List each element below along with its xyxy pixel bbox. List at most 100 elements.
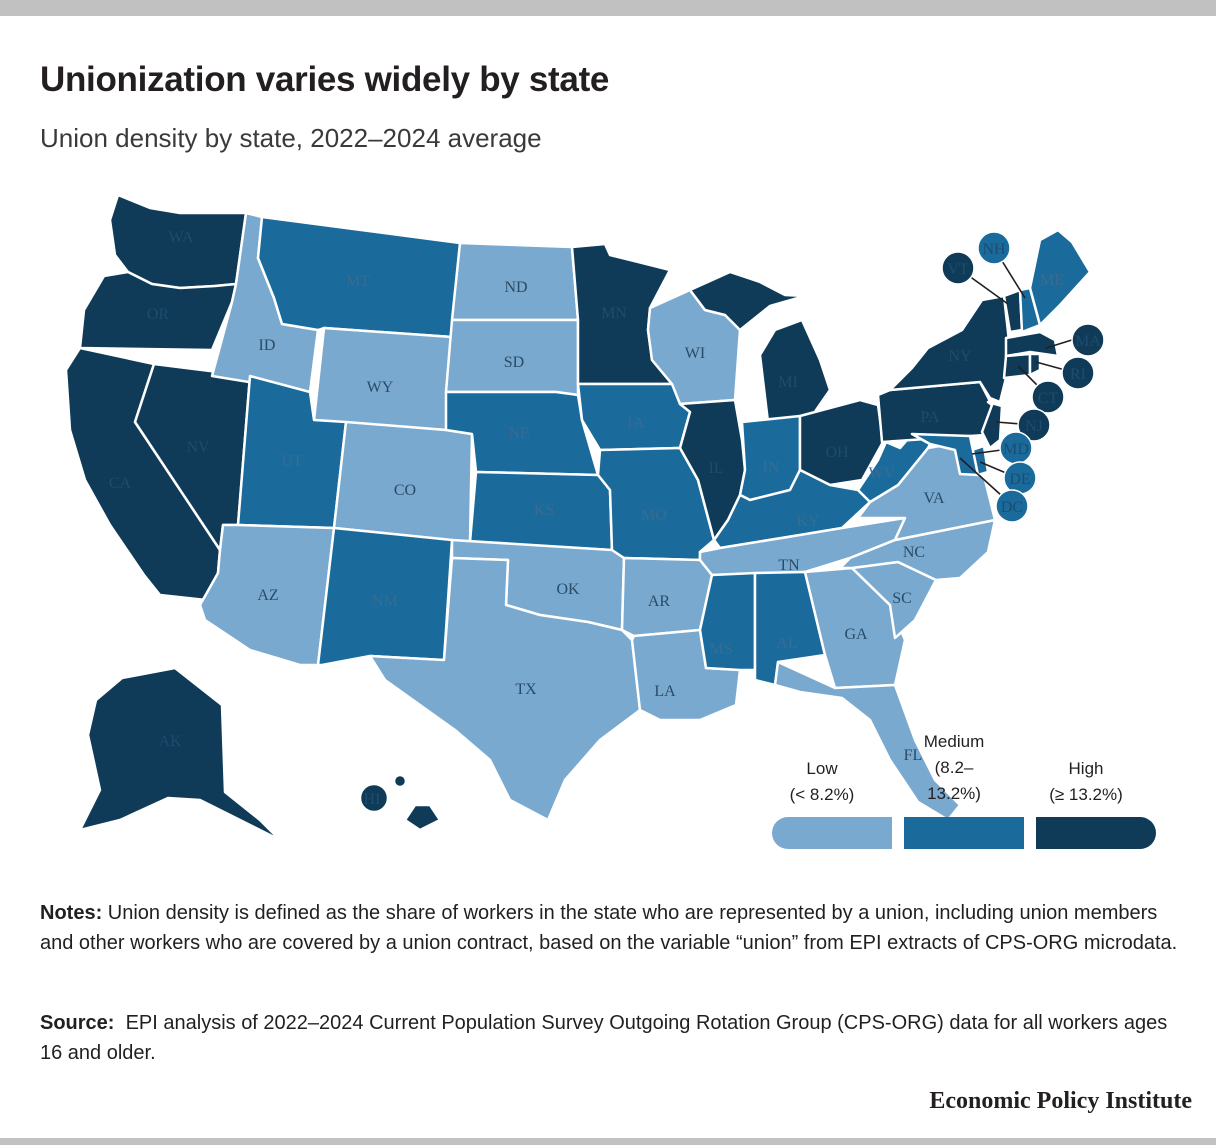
- label-or: OR: [147, 306, 170, 323]
- label-ky: KY: [796, 513, 820, 530]
- state-AK: [78, 666, 282, 840]
- state-labels: WA OR CA NV ID MT WY UT AZ CO NM ND SD N…: [109, 229, 1101, 808]
- label-nc: NC: [903, 544, 925, 561]
- label-in: IN: [763, 459, 780, 476]
- legend-low-name: Low: [806, 759, 838, 778]
- label-wv: WV: [869, 465, 896, 482]
- label-wy: WY: [367, 379, 394, 396]
- label-ar: AR: [648, 593, 671, 610]
- legend-swatch-medium: [904, 817, 1024, 849]
- label-nm: NM: [372, 593, 398, 610]
- label-ri: RI: [1070, 366, 1086, 383]
- label-me: ME: [1040, 272, 1064, 289]
- label-pa: PA: [921, 409, 940, 426]
- state-NJ: [980, 400, 1004, 450]
- label-az: AZ: [257, 587, 278, 604]
- bottom-border-bar: [0, 1138, 1216, 1145]
- label-md: MD: [1003, 441, 1029, 458]
- label-nv: NV: [186, 439, 210, 456]
- label-nh: NH: [982, 241, 1006, 258]
- bubble-nj: [1017, 408, 1051, 442]
- legend-high-name: High: [1068, 759, 1104, 778]
- label-va: VA: [923, 490, 944, 507]
- label-ct: CT: [1038, 390, 1059, 407]
- label-nd: ND: [504, 279, 527, 296]
- label-ks: KS: [534, 502, 554, 519]
- bubble-ri: [1061, 356, 1095, 390]
- state-RI: [1028, 352, 1042, 377]
- label-ok: OK: [556, 581, 580, 598]
- state-ME: [1028, 228, 1092, 327]
- label-id: ID: [259, 337, 276, 354]
- label-ms: MS: [709, 641, 732, 658]
- legend-medium-range-1: (8.2–: [934, 758, 974, 777]
- label-wa: WA: [169, 229, 194, 246]
- callout-bubbles: [941, 231, 1105, 523]
- legend-swatch-high: [1036, 817, 1156, 849]
- label-tx: TX: [515, 681, 537, 698]
- label-al: AL: [776, 635, 797, 652]
- label-sc: SC: [892, 590, 912, 607]
- label-la: LA: [654, 683, 676, 700]
- label-ut: UT: [281, 453, 303, 470]
- label-co: CO: [394, 482, 416, 499]
- legend-medium-range-2: 13.2%): [927, 784, 981, 803]
- notes-label: Notes:: [40, 902, 103, 924]
- top-border-bar: [0, 0, 1216, 16]
- credit-logo: Economic Policy Institute: [929, 1088, 1192, 1114]
- chart-title: Unionization varies widely by state: [40, 60, 610, 99]
- label-ia: IA: [628, 415, 645, 432]
- legend-medium-name: Medium: [923, 732, 985, 751]
- state-MA: [1004, 330, 1060, 358]
- bubble-ma: [1071, 323, 1105, 357]
- state-MI: [758, 318, 832, 424]
- source-text: EPI analysis of 2022–2024 Current Popula…: [40, 1012, 1173, 1064]
- bubble-vt: [941, 251, 975, 285]
- label-dc: DC: [1001, 499, 1023, 516]
- notes-text: Union density is defined as the share of…: [40, 902, 1178, 954]
- state-HI-oahu: [358, 782, 390, 814]
- label-oh: OH: [825, 444, 849, 461]
- label-il: IL: [708, 460, 723, 477]
- label-mo: MO: [641, 507, 667, 524]
- state-TX: [368, 556, 642, 822]
- label-mt: MT: [346, 273, 370, 290]
- legend-swatch-low: [772, 817, 892, 849]
- label-sd: SD: [504, 354, 524, 371]
- label-tn: TN: [778, 557, 800, 574]
- legend-high-text: High (≥ 13.2%): [1026, 756, 1146, 808]
- legend-medium-text: Medium (8.2– 13.2%): [894, 729, 1014, 807]
- state-NY: [888, 294, 1012, 404]
- label-vt: VT: [947, 261, 969, 278]
- label-mn: MN: [601, 305, 627, 322]
- state-HI-big-island: [403, 803, 442, 832]
- bubble-ct: [1031, 380, 1065, 414]
- state-MI-upper: [688, 270, 807, 332]
- label-ny: NY: [948, 348, 972, 365]
- label-ga: GA: [844, 626, 868, 643]
- label-ne: NE: [508, 425, 529, 442]
- label-fl: FL: [904, 747, 923, 764]
- legend-high-range: (≥ 13.2%): [1049, 785, 1123, 804]
- label-ak: AK: [158, 733, 182, 750]
- label-ca: CA: [109, 475, 132, 492]
- label-wi: WI: [685, 345, 705, 362]
- notes: Notes: Union density is defined as the s…: [40, 898, 1180, 958]
- label-hi: HI: [364, 791, 381, 808]
- state-shapes: [64, 193, 1092, 840]
- label-de: DE: [1009, 471, 1030, 488]
- bubble-dc: [995, 489, 1029, 523]
- chart-subtitle: Union density by state, 2022–2024 averag…: [40, 123, 542, 153]
- source: Source: EPI analysis of 2022–2024 Curren…: [40, 1008, 1180, 1068]
- us-states-map: WA OR CA NV ID MT WY UT AZ CO NM ND SD N…: [64, 193, 1105, 840]
- state-FL: [773, 660, 962, 822]
- source-label: Source:: [40, 1012, 115, 1034]
- bubble-nh: [977, 231, 1011, 265]
- state-CO: [332, 420, 474, 544]
- state-HI-maui: [392, 773, 408, 789]
- legend-low-text: Low (< 8.2%): [762, 756, 882, 808]
- label-nj: NJ: [1025, 418, 1043, 435]
- legend-low-range: (< 8.2%): [789, 785, 855, 804]
- label-ma: MA: [1075, 333, 1101, 350]
- label-mi: MI: [778, 374, 798, 391]
